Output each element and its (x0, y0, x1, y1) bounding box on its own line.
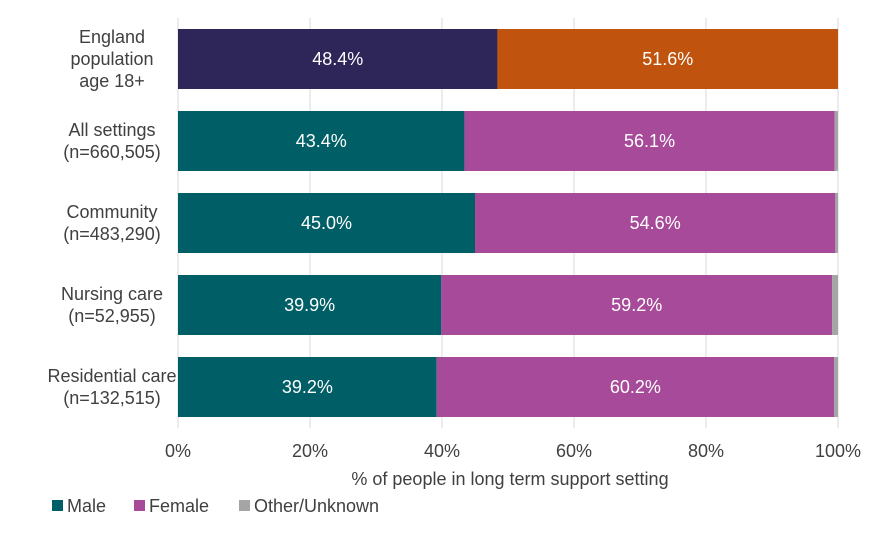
bar-segment-male (178, 111, 465, 171)
bar-segment-other-unknown (835, 193, 838, 253)
category-label: England (79, 27, 145, 47)
x-axis-title: % of people in long term support setting (351, 469, 668, 489)
x-tick-label: 100% (815, 441, 861, 461)
data-label: 43.4% (296, 131, 347, 151)
legend-label: Other/Unknown (254, 496, 379, 516)
data-label: 45.0% (301, 213, 352, 233)
category-label: Nursing care (61, 284, 163, 304)
bar-segment-other-unknown (832, 275, 838, 335)
x-tick-label: 40% (424, 441, 460, 461)
bar-segment-male (178, 29, 498, 89)
category-label: All settings (68, 120, 155, 140)
category-label: population (70, 49, 153, 69)
x-tick-label: 80% (688, 441, 724, 461)
data-label: 39.9% (284, 295, 335, 315)
bar-segment-male (178, 193, 475, 253)
legend-label: Male (67, 496, 106, 516)
category-label: (n=483,290) (63, 224, 161, 244)
bar-segment-female (464, 111, 835, 171)
category-label: age 18+ (79, 71, 145, 91)
bar-segment-other-unknown (834, 111, 838, 171)
legend-label: Female (149, 496, 209, 516)
legend-swatch (239, 500, 250, 511)
bar-segment-female (497, 29, 838, 89)
x-tick-label: 20% (292, 441, 328, 461)
data-label: 59.2% (611, 295, 662, 315)
category-label: (n=660,505) (63, 142, 161, 162)
data-label: 51.6% (642, 49, 693, 69)
bar-segment-female (436, 357, 835, 417)
bar-segment-male (178, 357, 437, 417)
data-label: 54.6% (630, 213, 681, 233)
data-label: 60.2% (610, 377, 661, 397)
bar-segment-female (475, 193, 836, 253)
category-label: (n=52,955) (68, 306, 156, 326)
bar-segment-male (178, 275, 442, 335)
x-tick-label: 0% (165, 441, 191, 461)
data-label: 48.4% (312, 49, 363, 69)
legend-swatch (134, 500, 145, 511)
x-tick-label: 60% (556, 441, 592, 461)
category-label: Residential care (47, 366, 176, 386)
legend-swatch (52, 500, 63, 511)
data-label: 39.2% (282, 377, 333, 397)
bar-segment-female (441, 275, 833, 335)
data-label: 56.1% (624, 131, 675, 151)
category-label: (n=132,515) (63, 388, 161, 408)
bar-segment-other-unknown (834, 357, 838, 417)
category-label: Community (66, 202, 157, 222)
